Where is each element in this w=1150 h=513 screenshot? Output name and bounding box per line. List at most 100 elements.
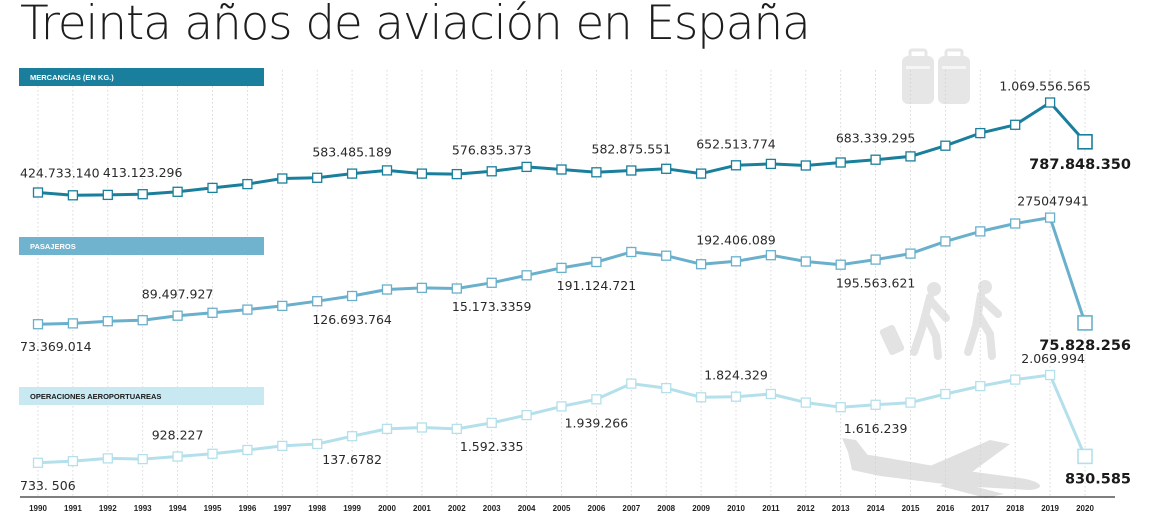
data-label: 1.592.335 bbox=[460, 439, 524, 454]
x-tick-label: 2013 bbox=[832, 504, 850, 513]
data-point bbox=[591, 167, 602, 178]
data-label: 2.069.994 bbox=[1021, 351, 1085, 366]
x-tick-label: 1995 bbox=[204, 504, 222, 513]
data-point bbox=[451, 283, 462, 294]
data-point bbox=[451, 423, 462, 435]
data-point bbox=[556, 164, 567, 175]
x-tick-label: 1991 bbox=[64, 504, 82, 513]
data-point bbox=[695, 392, 707, 403]
data-point bbox=[556, 401, 567, 412]
data-point bbox=[800, 160, 811, 171]
x-tick-label: 2015 bbox=[902, 504, 920, 513]
data-point bbox=[67, 318, 79, 329]
data-label: 652.513.774 bbox=[696, 136, 776, 151]
data-point bbox=[765, 388, 777, 400]
data-point bbox=[626, 246, 637, 258]
data-point bbox=[940, 388, 951, 400]
data-point bbox=[277, 300, 288, 312]
data-point bbox=[172, 310, 183, 321]
data-point bbox=[695, 259, 707, 270]
data-point bbox=[451, 168, 462, 180]
data-point bbox=[312, 172, 323, 183]
data-label: 126.693.764 bbox=[312, 312, 392, 327]
data-point bbox=[905, 151, 916, 162]
data-point bbox=[1077, 315, 1093, 331]
data-label: 583.485.189 bbox=[312, 145, 392, 160]
data-point bbox=[661, 163, 672, 174]
x-tick-label: 2020 bbox=[1076, 504, 1094, 513]
x-tick-label: 2000 bbox=[378, 504, 396, 513]
data-point bbox=[695, 168, 707, 179]
data-point bbox=[102, 189, 113, 201]
data-point bbox=[521, 161, 532, 173]
data-point bbox=[521, 270, 532, 281]
data-point bbox=[416, 168, 428, 179]
data-point bbox=[381, 165, 393, 176]
x-tick-label: 2001 bbox=[413, 504, 431, 513]
data-point bbox=[800, 397, 811, 408]
series-name: OPERACIONES AEROPORTUAREAS bbox=[30, 392, 161, 401]
data-point bbox=[905, 397, 916, 408]
data-point bbox=[556, 262, 567, 274]
airplane-icon bbox=[842, 438, 1041, 498]
series-name: MERCANCÍAS (EN KG.) bbox=[30, 73, 114, 82]
data-label: 413.123.296 bbox=[103, 165, 183, 180]
x-tick-label: 2018 bbox=[1006, 504, 1024, 513]
data-point bbox=[730, 160, 742, 171]
data-point bbox=[346, 290, 358, 302]
data-point bbox=[835, 259, 846, 270]
data-point bbox=[32, 319, 44, 330]
data-point bbox=[207, 182, 218, 194]
data-point bbox=[1010, 119, 1021, 130]
data-point bbox=[102, 316, 113, 327]
data-point bbox=[1010, 374, 1021, 385]
data-point bbox=[765, 158, 777, 170]
data-point bbox=[416, 282, 428, 294]
data-point bbox=[137, 453, 148, 465]
data-point bbox=[626, 378, 637, 389]
vertical-grid bbox=[20, 70, 1115, 498]
x-tick-label: 2005 bbox=[553, 504, 571, 513]
data-label: 275047941 bbox=[1017, 194, 1089, 209]
data-point bbox=[172, 451, 183, 462]
data-point bbox=[137, 189, 148, 200]
x-tick-label: 2006 bbox=[588, 504, 606, 513]
data-label: 137.6782 bbox=[322, 452, 382, 467]
luggage-icon bbox=[902, 48, 970, 104]
data-label: 1.824.329 bbox=[704, 368, 768, 383]
x-tick-label: 2008 bbox=[657, 504, 675, 513]
x-tick-label: 2019 bbox=[1041, 504, 1059, 513]
data-point bbox=[207, 448, 218, 459]
data-point bbox=[312, 438, 323, 450]
data-point bbox=[242, 304, 253, 315]
series-line bbox=[37, 101, 1087, 197]
x-tick-label: 1994 bbox=[169, 504, 187, 513]
data-point bbox=[172, 186, 183, 197]
x-tick-label: 2010 bbox=[727, 504, 745, 513]
x-tick-label: 2017 bbox=[971, 504, 989, 513]
data-label: 787.848.350 bbox=[1029, 157, 1131, 173]
x-tick-label: 2007 bbox=[622, 504, 640, 513]
data-label: 576.835.373 bbox=[452, 142, 532, 157]
x-tick-label: 2003 bbox=[483, 504, 501, 513]
x-tick-label: 2012 bbox=[797, 504, 815, 513]
data-label: 15.173.3359 bbox=[452, 299, 532, 314]
x-axis: 1990 1991 1992 1993 1994 1995 1996 1997 1998 1999… bbox=[29, 504, 1094, 513]
data-label: 1.939.266 bbox=[565, 415, 629, 430]
data-label: 1.616.239 bbox=[844, 421, 908, 436]
x-tick-label: 1992 bbox=[99, 504, 117, 513]
data-point bbox=[346, 168, 358, 179]
data-point bbox=[277, 173, 288, 184]
data-point bbox=[1044, 212, 1056, 223]
data-label: 191.124.721 bbox=[557, 278, 637, 293]
travellers-icon bbox=[879, 280, 1002, 360]
section-header-bar bbox=[19, 68, 264, 86]
data-point bbox=[835, 402, 846, 413]
data-point bbox=[765, 250, 777, 261]
data-point bbox=[730, 256, 742, 267]
data-point bbox=[242, 444, 253, 456]
data-point bbox=[67, 455, 79, 467]
series-name: PASAJEROS bbox=[30, 242, 76, 251]
x-tick-label: 1996 bbox=[239, 504, 257, 513]
